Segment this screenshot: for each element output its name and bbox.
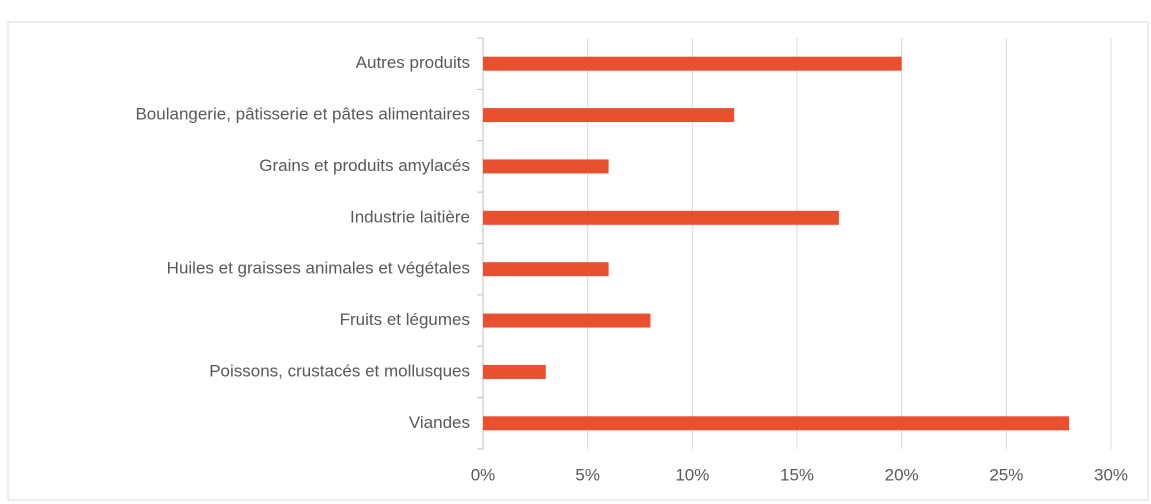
x-tick-label: 30%	[1094, 465, 1128, 484]
y-tick-label: Industrie laitière	[350, 207, 470, 226]
x-tick-label: 5%	[575, 465, 600, 484]
y-tick-label: Grains et produits amylacés	[259, 156, 470, 175]
bar	[483, 56, 902, 71]
bar	[483, 416, 1070, 431]
x-tick-label: 15%	[780, 465, 814, 484]
bar	[483, 210, 839, 225]
y-tick-label: Boulangerie, pâtisserie et pâtes aliment…	[135, 105, 470, 124]
y-tick-label: Huiles et graisses animales et végétales	[167, 259, 470, 278]
y-tick-label: Poissons, crustacés et mollusques	[209, 361, 470, 380]
bar	[483, 159, 609, 174]
y-tick-label: Autres produits	[356, 53, 470, 72]
x-tick-label: 20%	[885, 465, 919, 484]
x-tick-label: 10%	[675, 465, 709, 484]
y-tick-label: Fruits et légumes	[340, 310, 470, 329]
bar	[483, 108, 735, 123]
bar	[483, 364, 546, 379]
y-tick-label: Viandes	[409, 413, 470, 432]
bar	[483, 313, 651, 328]
x-tick-label: 0%	[471, 465, 496, 484]
bar	[483, 262, 609, 277]
x-tick-label: 25%	[989, 465, 1023, 484]
